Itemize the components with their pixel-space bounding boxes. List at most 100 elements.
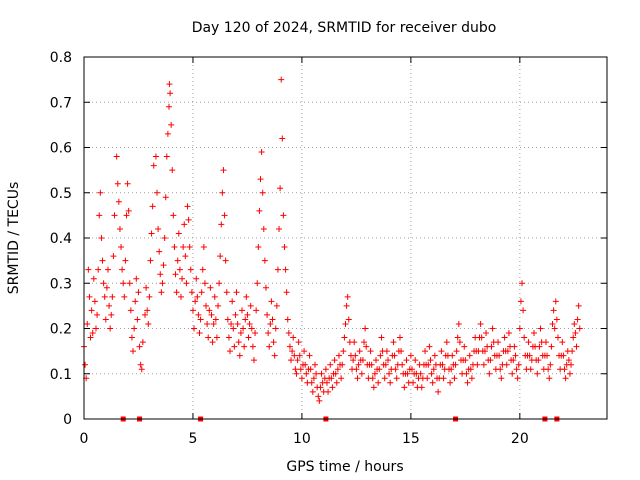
data-point — [196, 330, 203, 337]
data-point — [399, 361, 406, 368]
data-point — [554, 334, 561, 341]
data-point — [537, 325, 544, 332]
data-point — [384, 357, 391, 364]
data-point — [546, 375, 553, 382]
data-point — [227, 348, 234, 355]
data-point — [207, 284, 214, 291]
data-point — [335, 352, 342, 359]
data-point — [311, 361, 318, 368]
data-point — [570, 334, 577, 341]
data-point — [422, 348, 429, 355]
data-point — [427, 357, 434, 364]
data-point — [258, 149, 265, 156]
data-point — [254, 280, 261, 287]
data-point — [424, 375, 431, 382]
data-point — [391, 352, 398, 359]
data-point — [572, 330, 579, 337]
data-point — [307, 366, 314, 373]
data-point — [375, 379, 382, 386]
data-point — [575, 302, 582, 309]
data-point — [530, 330, 537, 337]
data-point — [206, 307, 213, 314]
data-point — [551, 325, 558, 332]
data-point — [550, 307, 557, 314]
data-point — [278, 76, 285, 83]
data-point — [216, 280, 223, 287]
data-point — [177, 293, 184, 300]
data-point — [104, 266, 111, 273]
data-point — [398, 348, 405, 355]
y-tick-label: 0.6 — [50, 141, 72, 157]
data-point — [477, 320, 484, 327]
data-point — [165, 103, 172, 110]
data-point — [339, 361, 346, 368]
data-point — [149, 203, 156, 210]
data-point — [266, 343, 273, 350]
data-point — [84, 320, 91, 327]
data-point — [478, 334, 485, 341]
data-point — [155, 225, 162, 232]
data-point — [545, 366, 552, 373]
data-point — [568, 361, 575, 368]
data-point — [454, 334, 461, 341]
y-tick-label: 0.1 — [50, 367, 72, 383]
data-point — [186, 244, 193, 251]
data-point — [127, 307, 134, 314]
data-point — [333, 379, 340, 386]
data-point — [519, 280, 526, 287]
data-point — [246, 320, 253, 327]
data-point — [376, 366, 383, 373]
data-point — [203, 302, 210, 309]
data-point — [464, 379, 471, 386]
data-point — [566, 370, 573, 377]
data-point — [85, 266, 92, 273]
data-point — [256, 207, 263, 214]
data-point — [230, 325, 237, 332]
data-point — [282, 266, 289, 273]
data-point — [171, 244, 178, 251]
data-point — [412, 357, 419, 364]
data-point — [194, 293, 201, 300]
data-point — [408, 366, 415, 373]
data-point — [573, 343, 580, 350]
data-point — [234, 320, 241, 327]
y-tick-label: 0.7 — [50, 95, 72, 111]
data-point — [438, 348, 445, 355]
data-point — [139, 339, 146, 346]
data-point — [124, 180, 131, 187]
data-point — [576, 325, 583, 332]
data-point — [199, 266, 206, 273]
data-point — [197, 316, 204, 323]
data-point — [461, 343, 468, 350]
data-point — [264, 311, 271, 318]
data-point — [453, 348, 460, 355]
data-point — [343, 302, 350, 309]
data-point — [236, 352, 243, 359]
y-axis-label: SRMTID / TECUs — [6, 182, 22, 295]
data-point — [514, 375, 521, 382]
data-point — [316, 397, 323, 404]
data-point — [195, 311, 202, 318]
data-point — [257, 176, 264, 183]
data-point — [108, 311, 115, 318]
data-point — [488, 343, 495, 350]
data-point — [381, 375, 388, 382]
data-point — [125, 207, 132, 214]
data-point — [170, 212, 177, 219]
y-tick-label: 0.2 — [50, 322, 72, 338]
data-point — [213, 334, 220, 341]
data-point — [158, 289, 165, 296]
data-point — [358, 370, 365, 377]
data-point — [404, 370, 411, 377]
x-tick-label: 10 — [293, 431, 311, 447]
data-point — [298, 375, 305, 382]
data-point — [286, 343, 293, 350]
data-point — [279, 135, 286, 142]
data-point — [219, 189, 226, 196]
data-point — [113, 153, 120, 160]
data-point — [342, 320, 349, 327]
data-point — [407, 352, 414, 359]
x-tick-labels: 0 5 10 15 20 — [80, 431, 529, 447]
data-point — [143, 284, 150, 291]
